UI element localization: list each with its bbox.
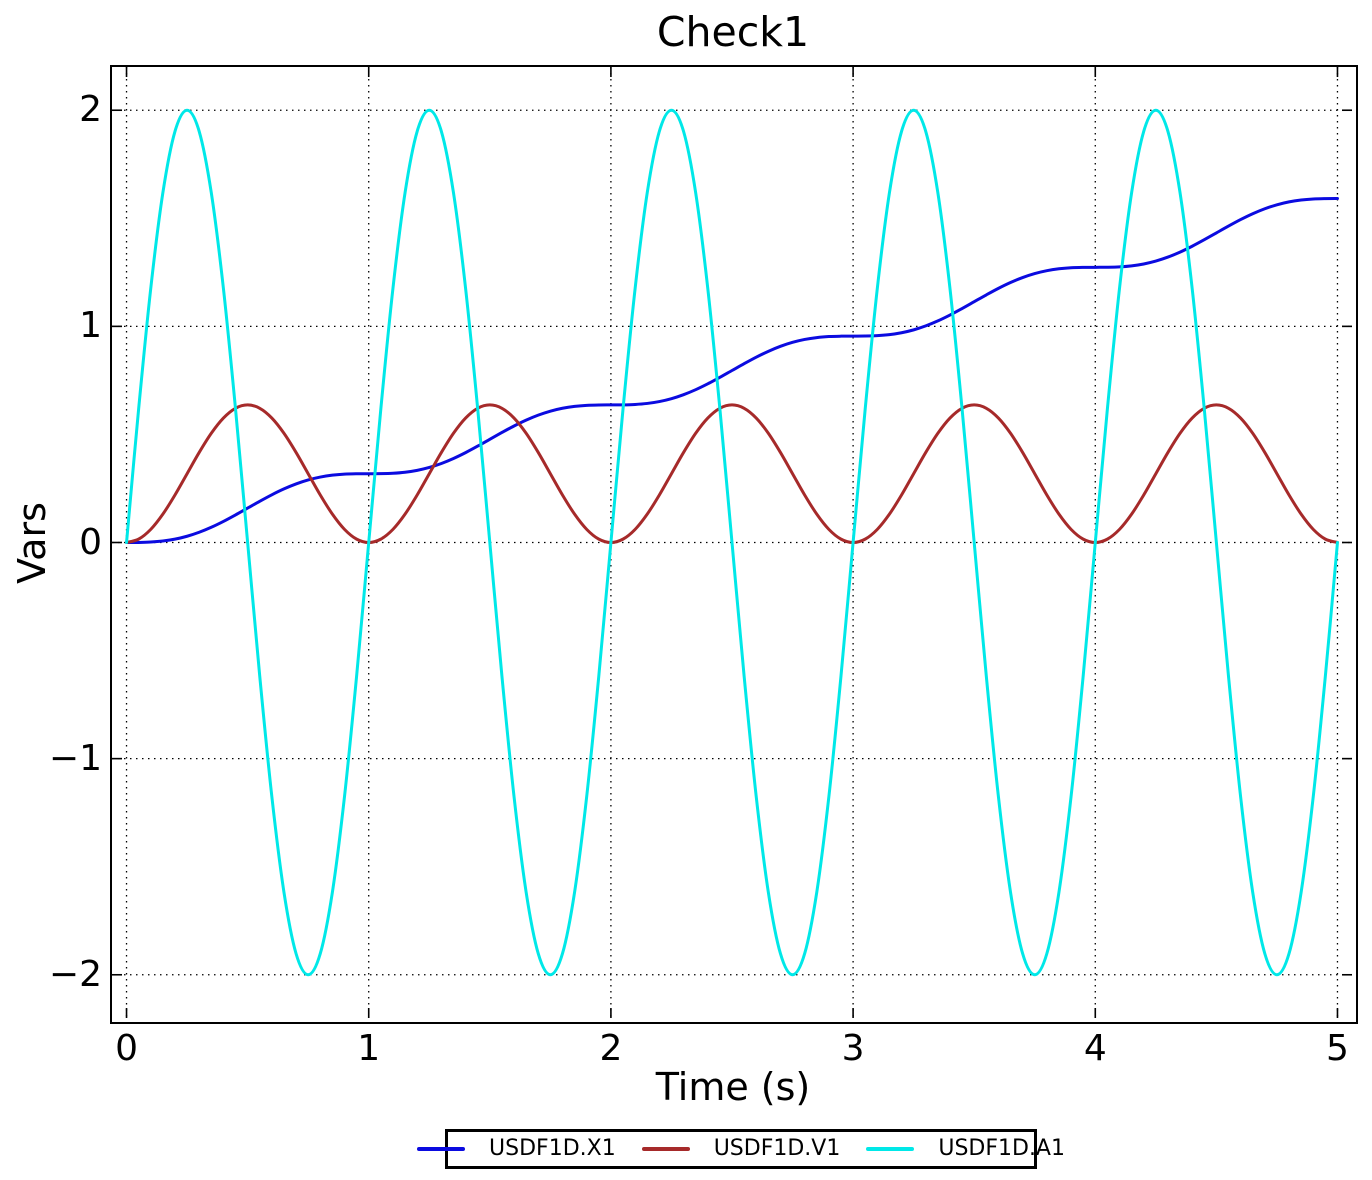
legend-line-sample-v1-icon — [641, 1147, 690, 1151]
series-line-usdf1d-a1 — [125, 108, 1339, 977]
y-tick-label: 2 — [79, 89, 102, 131]
y-tick-label: −2 — [48, 953, 102, 995]
plot-title: Check1 — [656, 8, 810, 56]
legend-item-usdf1d-a1: USDF1D.A1 — [866, 1137, 1065, 1161]
x-tick-label: 2 — [599, 1028, 623, 1069]
legend-label-usdf1d-v1: USDF1D.V1 — [713, 1136, 841, 1161]
legend-label-usdf1d-x1: USDF1D.X1 — [489, 1136, 616, 1161]
legend-item-usdf1d-v1: USDF1D.V1 — [641, 1136, 841, 1161]
y-tick-label: −1 — [48, 737, 102, 779]
plot-canvas — [112, 67, 1352, 1018]
x-tick-label: 0 — [115, 1028, 138, 1069]
x-tick-label: 5 — [1326, 1028, 1349, 1069]
legend-label-usdf1d-a1: USDF1D.A1 — [938, 1136, 1065, 1161]
legend: USDF1D.X1 USDF1D.V1 USDF1D.A1 — [417, 1129, 1065, 1169]
legend-line-sample-x1-icon — [417, 1147, 466, 1151]
x-axis-label: Time (s) — [655, 1065, 811, 1109]
y-tick-label: 0 — [79, 521, 102, 563]
series-line-usdf1d-x1 — [125, 197, 1339, 544]
x-tick-label: 1 — [357, 1028, 381, 1069]
x-tick-label: 4 — [1083, 1028, 1107, 1069]
plot-area — [110, 65, 1358, 1024]
legend-item-usdf1d-x1: USDF1D.X1 — [417, 1137, 616, 1161]
y-tick-label: 1 — [79, 305, 102, 347]
legend-line-sample-a1-icon — [866, 1147, 915, 1151]
x-tick-label: 3 — [841, 1028, 865, 1069]
series-line-usdf1d-v1 — [125, 403, 1339, 544]
